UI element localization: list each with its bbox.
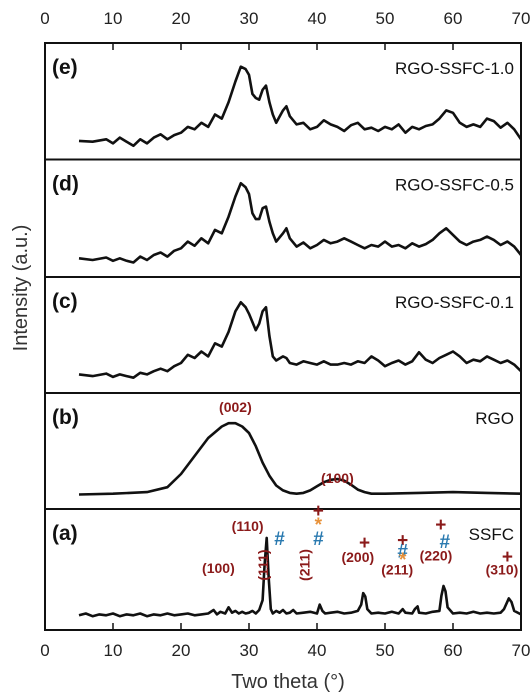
bottom-tick-label: 60 bbox=[444, 641, 463, 660]
peak-marker: # bbox=[274, 529, 285, 550]
peak-label: (111) bbox=[255, 549, 271, 580]
series-line bbox=[78, 65, 523, 148]
bottom-tick-label: 0 bbox=[40, 641, 49, 660]
y-axis-title: Intensity (a.u.) bbox=[10, 225, 32, 352]
peak-marker: * bbox=[399, 550, 407, 571]
peak-marker: # bbox=[440, 532, 451, 553]
peak-marker: + bbox=[359, 533, 370, 554]
peak-label: (200) bbox=[341, 549, 374, 565]
peak-label: (220) bbox=[420, 547, 453, 563]
panel-letter: (c) bbox=[52, 290, 78, 313]
peak-marker: + bbox=[313, 501, 324, 522]
panel-letter: (a) bbox=[52, 522, 78, 545]
bottom-axis-ticks: 0 10 20 30 40 50 60 70 bbox=[40, 623, 530, 660]
series-line bbox=[78, 536, 522, 618]
peak-label: (310) bbox=[486, 561, 519, 577]
panel-name: SSFC bbox=[469, 525, 514, 544]
peak-label: (211) bbox=[297, 549, 313, 581]
top-tick-label: 50 bbox=[376, 9, 395, 28]
panels: (e) RGO-SSFC-1.0 (d) RGO-SSFC-0.5 (c) RGO-SSF… bbox=[45, 56, 523, 618]
peak-marker: + bbox=[397, 530, 408, 551]
bottom-tick-label: 30 bbox=[240, 641, 259, 660]
bottom-tick-label: 70 bbox=[512, 641, 531, 660]
top-tick-label: 40 bbox=[308, 9, 327, 28]
panel-letter: (d) bbox=[52, 173, 79, 196]
series-line bbox=[78, 301, 522, 379]
top-axis-ticks: 0 10 20 30 40 50 60 70 bbox=[40, 9, 530, 50]
panel-rgo-ssfc-0-1: (c) RGO-SSFC-0.1 bbox=[45, 276, 522, 379]
panel-name: RGO-SSFC-1.0 bbox=[395, 59, 514, 78]
peak-marker: + bbox=[435, 515, 446, 536]
peak-label: (100) bbox=[202, 560, 235, 576]
bottom-tick-label: 10 bbox=[104, 641, 123, 660]
panel-letter: (e) bbox=[52, 56, 78, 79]
peak-label: (211) bbox=[381, 561, 413, 577]
top-tick-label: 60 bbox=[444, 9, 463, 28]
top-tick-label: 10 bbox=[104, 9, 123, 28]
peak-marker: * bbox=[315, 515, 323, 536]
peak-label: (002) bbox=[219, 399, 252, 415]
panel-rgo: (b) RGO (002) (100) bbox=[45, 392, 522, 496]
series-line bbox=[78, 181, 523, 264]
panel-ssfc: (a) SSFC(100)(110)(111)#+*#(211)+(200)+#*… bbox=[45, 501, 522, 618]
panel-letter: (b) bbox=[52, 406, 79, 429]
plot-frame bbox=[44, 42, 522, 631]
top-tick-label: 20 bbox=[172, 9, 191, 28]
peak-label: (110) bbox=[232, 518, 264, 534]
top-tick-label: 70 bbox=[512, 9, 531, 28]
panel-rgo-ssfc-0-5: (d) RGO-SSFC-0.5 bbox=[45, 158, 523, 264]
series-line bbox=[78, 421, 522, 496]
top-tick-label: 30 bbox=[240, 9, 259, 28]
peak-label: (100) bbox=[321, 470, 354, 486]
x-axis-title: Two theta (°) bbox=[231, 671, 345, 693]
panel-name: RGO bbox=[475, 409, 514, 428]
bottom-tick-label: 40 bbox=[308, 641, 327, 660]
bottom-tick-label: 20 bbox=[172, 641, 191, 660]
bottom-tick-label: 50 bbox=[376, 641, 395, 660]
panel-name: RGO-SSFC-0.1 bbox=[395, 293, 514, 312]
peak-marker: + bbox=[502, 547, 513, 568]
top-tick-label: 0 bbox=[40, 9, 49, 28]
peak-marker: # bbox=[397, 542, 408, 563]
panel-name: RGO-SSFC-0.5 bbox=[395, 176, 514, 195]
peak-marker: # bbox=[313, 529, 324, 550]
panel-rgo-ssfc-1-0: (e) RGO-SSFC-1.0 bbox=[52, 56, 523, 148]
